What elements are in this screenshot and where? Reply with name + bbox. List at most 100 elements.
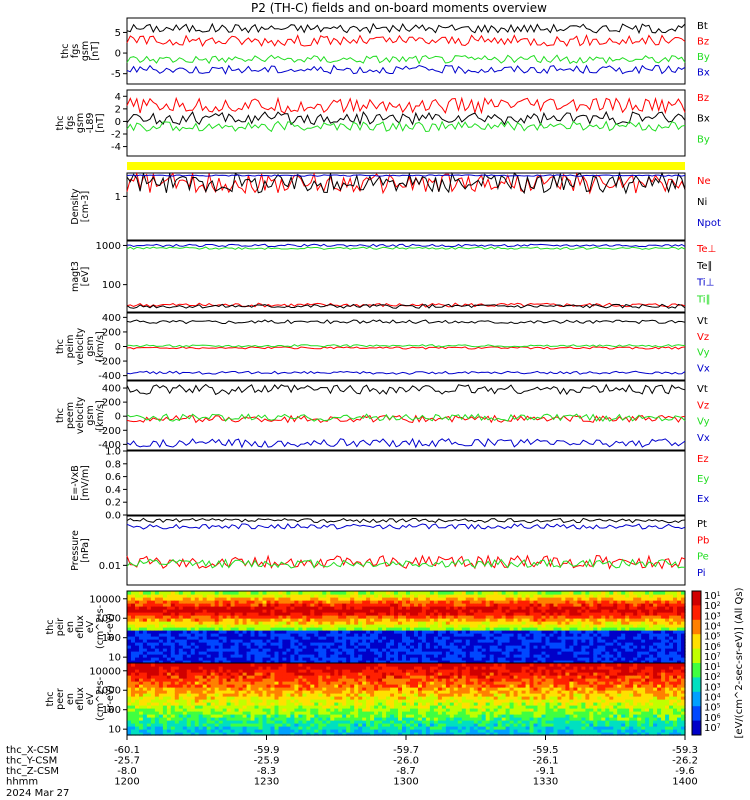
spectrogram-cell <box>533 648 539 652</box>
spectrogram-cell <box>282 666 287 670</box>
spectrogram-cell <box>258 615 264 619</box>
spectrogram-cell <box>469 651 475 655</box>
spectrogram-cell <box>465 600 471 604</box>
spectrogram-cell <box>242 690 248 694</box>
spectrogram-cell <box>553 609 559 613</box>
spectrogram-cell <box>585 657 590 661</box>
spectrogram-cell <box>262 684 268 688</box>
spectrogram-cell <box>254 699 260 703</box>
spectrogram-cell <box>266 636 272 640</box>
spectrogram-cell <box>681 600 686 604</box>
spectrogram-cell <box>613 606 618 610</box>
spectrogram-cell <box>382 657 387 661</box>
spectrogram-cell <box>418 648 423 652</box>
spectrogram-cell <box>449 639 455 643</box>
spectrogram-cell <box>354 729 359 733</box>
spectrogram-cell <box>525 600 531 604</box>
spectrogram-cell <box>282 672 287 676</box>
spectrogram-cell <box>127 612 132 616</box>
spectrogram-cell <box>425 636 431 640</box>
spectrogram-cell <box>529 657 535 661</box>
spectrogram-cell <box>545 627 551 631</box>
spectrogram-cell <box>270 693 276 697</box>
spectrogram-cell <box>541 612 547 616</box>
spectrogram-cell <box>210 729 216 733</box>
spectrogram-cell <box>258 660 264 664</box>
spectrogram-cell <box>294 618 299 622</box>
spectrogram-cell <box>286 615 291 619</box>
spectrogram-cell <box>282 726 287 730</box>
spectrogram-cell <box>665 609 670 613</box>
spectrogram-cell <box>294 612 299 616</box>
spectrogram-cell <box>206 612 212 616</box>
spectrogram-cell <box>677 609 682 613</box>
spectrogram-cell <box>322 642 327 646</box>
spectrogram-cell <box>162 702 168 706</box>
spectrogram-cell <box>262 681 268 685</box>
spectrogram-cell <box>549 621 555 625</box>
spectrogram-cell <box>298 603 303 607</box>
spectrogram-cell <box>270 633 276 637</box>
spectrogram-cell <box>202 654 208 658</box>
spectrogram-cell <box>390 657 395 661</box>
spectrogram-cell <box>266 729 272 733</box>
spectrogram-cell <box>298 702 303 706</box>
spectrogram-cell <box>517 654 523 658</box>
spectrogram-cell <box>354 651 359 655</box>
spectrogram-cell <box>142 627 148 631</box>
spectrogram-cell <box>162 708 168 712</box>
spectrogram-cell <box>314 591 319 595</box>
spectrogram-cell <box>374 648 379 652</box>
spectrogram-cell <box>509 651 515 655</box>
spectrogram-cell <box>230 645 236 649</box>
spectrogram-cell <box>354 633 359 637</box>
spectrogram-cell <box>198 645 204 649</box>
spectrogram-cell <box>226 690 232 694</box>
spectrogram-cell <box>433 597 439 601</box>
spectrogram-cell <box>581 606 586 610</box>
spectrogram-cell <box>234 729 240 733</box>
spectrogram-cell <box>589 627 594 631</box>
spectrogram-cell <box>214 675 220 679</box>
spectrogram-cell <box>146 606 152 610</box>
spectrogram-cell <box>601 654 606 658</box>
spectrogram-cell <box>178 615 184 619</box>
spectrogram-cell <box>142 666 148 670</box>
spectrogram-cell <box>418 603 423 607</box>
spectrogram-cell <box>342 642 347 646</box>
spectrogram-cell <box>625 648 630 652</box>
spectrogram-cell <box>573 606 578 610</box>
spectrogram-cell <box>625 597 630 601</box>
spectrogram-cell <box>350 600 355 604</box>
spectrogram-cell <box>146 681 152 685</box>
spectrogram-cell <box>170 645 176 649</box>
spectrogram-cell <box>533 606 539 610</box>
spectrogram-cell <box>238 681 244 685</box>
spectrogram-cell <box>194 636 200 640</box>
spectrogram-cell <box>541 609 547 613</box>
spectrogram-cell <box>597 645 602 649</box>
spectrogram-cell <box>350 702 355 706</box>
spectrogram-cell <box>262 666 268 670</box>
spectrogram-cell <box>633 657 638 661</box>
spectrogram-cell <box>645 606 650 610</box>
spectrogram-cell <box>282 594 287 598</box>
spectrogram-cell <box>414 621 419 625</box>
spectrogram-cell <box>266 714 272 718</box>
spectrogram-cell <box>581 645 586 649</box>
spectrogram-cell <box>541 642 547 646</box>
spectrogram-cell <box>354 597 359 601</box>
spectrogram-cell <box>653 597 658 601</box>
spectrogram-cell <box>449 654 455 658</box>
spectrogram-cell <box>673 660 678 664</box>
spectrogram-cell <box>338 720 343 724</box>
spectrogram-cell <box>362 660 367 664</box>
spectrogram-cell <box>449 591 455 595</box>
spectrogram-cell <box>218 693 224 697</box>
spectrogram-cell <box>306 732 311 736</box>
spectrogram-cell <box>497 597 503 601</box>
spectrogram-cell <box>150 594 156 598</box>
spectrogram-cell <box>358 690 363 694</box>
spectrogram-cell <box>190 624 196 628</box>
spectrogram-cell <box>390 609 395 613</box>
